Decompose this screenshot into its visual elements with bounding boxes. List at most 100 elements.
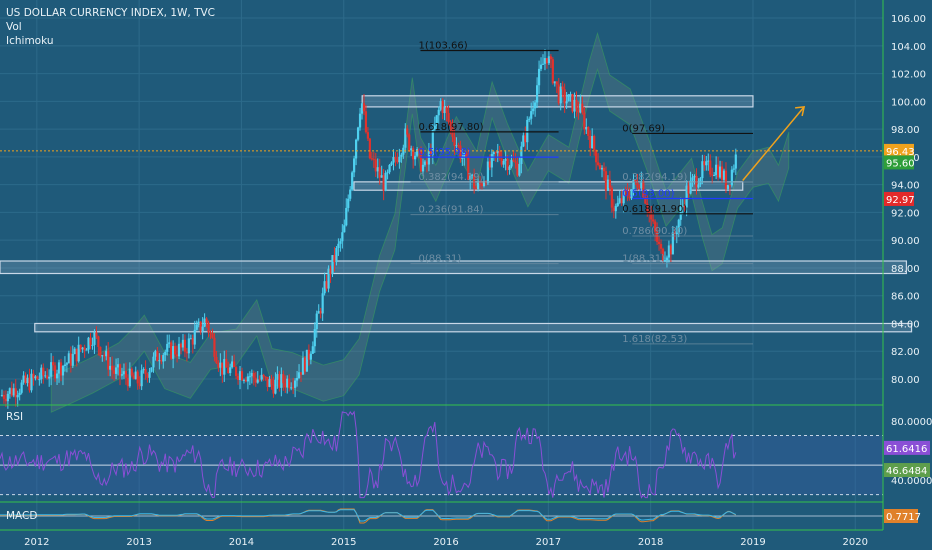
candle-body xyxy=(274,379,277,394)
candle-body xyxy=(673,232,676,235)
candle-body xyxy=(71,353,74,366)
candle-body xyxy=(343,225,346,233)
candle-body xyxy=(394,157,397,160)
candle-body xyxy=(10,388,13,396)
support-resistance-zone xyxy=(361,95,754,108)
candle-body xyxy=(252,372,255,378)
candle-body xyxy=(40,367,43,380)
candle-body xyxy=(57,362,61,374)
candle-body xyxy=(602,167,606,172)
candle-body xyxy=(268,379,271,387)
candle-body xyxy=(473,174,476,189)
candle-body xyxy=(345,207,348,226)
candle-body xyxy=(358,113,362,128)
candle-body xyxy=(315,313,318,330)
candle-body xyxy=(73,348,76,354)
candle-body xyxy=(246,376,249,382)
candle-body xyxy=(575,99,578,110)
candle-body xyxy=(150,367,153,372)
candle-body xyxy=(402,147,405,155)
candle-body xyxy=(353,158,356,173)
candle-body xyxy=(496,150,499,154)
candle-body xyxy=(463,153,466,158)
candle-body xyxy=(199,321,202,332)
price-level-label: 92.97 xyxy=(886,195,915,206)
candle-body xyxy=(417,149,421,151)
candle-body xyxy=(532,108,535,112)
candle-body xyxy=(465,153,468,157)
candle-body xyxy=(164,351,167,356)
candle-body xyxy=(437,109,440,116)
candle-body xyxy=(242,380,246,382)
candle-body xyxy=(471,174,474,176)
indicator-ichimoku-label[interactable]: Ichimoku xyxy=(6,35,54,47)
candle-body xyxy=(587,126,590,136)
candle-body xyxy=(634,179,637,183)
candle-body xyxy=(382,175,385,191)
candle-body xyxy=(717,164,720,178)
candle-body xyxy=(313,329,316,347)
candle-body xyxy=(6,393,9,402)
candle-body xyxy=(109,365,112,370)
candle-body xyxy=(386,172,389,174)
candle-body xyxy=(431,129,434,155)
rsi-pane-title[interactable]: RSI xyxy=(6,411,24,423)
candle-body xyxy=(225,358,228,368)
indicator-vol-label[interactable]: Vol xyxy=(6,21,22,33)
candle-body xyxy=(132,375,135,380)
candle-body xyxy=(120,374,124,376)
macd-pane xyxy=(0,508,883,524)
candle-body xyxy=(299,372,303,375)
candle-body xyxy=(423,161,427,165)
candle-body xyxy=(173,346,177,355)
candle-body xyxy=(429,150,432,155)
candle-body xyxy=(715,164,718,175)
candle-body xyxy=(22,375,25,383)
candle-body xyxy=(333,255,336,263)
candle-body xyxy=(447,113,450,122)
candle-body xyxy=(713,174,716,176)
candle-body xyxy=(555,81,558,85)
candle-body xyxy=(640,181,643,189)
candle-body xyxy=(360,103,364,114)
candle-body xyxy=(282,374,285,384)
candle-body xyxy=(469,175,472,181)
candle-body xyxy=(720,166,724,180)
candle-body xyxy=(254,377,257,383)
candle-body xyxy=(512,159,515,162)
candle-body xyxy=(616,202,619,206)
x-tick-label: 2016 xyxy=(433,537,458,548)
candle-body xyxy=(179,343,183,348)
candle-body xyxy=(329,268,332,274)
candle-body xyxy=(260,374,263,380)
candle-body xyxy=(114,367,118,374)
candle-body xyxy=(264,376,267,378)
candle-body xyxy=(461,157,464,159)
candle-body xyxy=(412,148,415,160)
fib-level-label: 0.382(94.19) xyxy=(418,172,483,183)
candle-body xyxy=(581,103,584,113)
candle-body xyxy=(118,364,122,376)
candle-body xyxy=(577,109,580,113)
candle-body xyxy=(659,244,663,249)
rsi-value-label: 61.6416 xyxy=(886,444,927,455)
fib-level-label: 0.382(94.19) xyxy=(622,172,687,183)
candle-body xyxy=(563,89,566,104)
candle-body xyxy=(87,337,90,350)
candle-body xyxy=(388,164,391,173)
candle-body xyxy=(449,121,452,127)
candle-body xyxy=(508,166,511,171)
candle-body xyxy=(567,94,570,102)
candle-body xyxy=(278,374,281,388)
macd-pane-title[interactable]: MACD xyxy=(6,510,38,522)
candle-body xyxy=(718,166,722,178)
candle-body xyxy=(663,259,667,261)
candle-body xyxy=(319,311,322,314)
candle-body xyxy=(681,205,684,208)
candle-body xyxy=(622,190,625,204)
candle-body xyxy=(732,168,735,170)
fib-level-label: 0.618(91.90) xyxy=(622,204,687,215)
candle-body xyxy=(421,164,425,172)
candle-body xyxy=(219,362,222,368)
